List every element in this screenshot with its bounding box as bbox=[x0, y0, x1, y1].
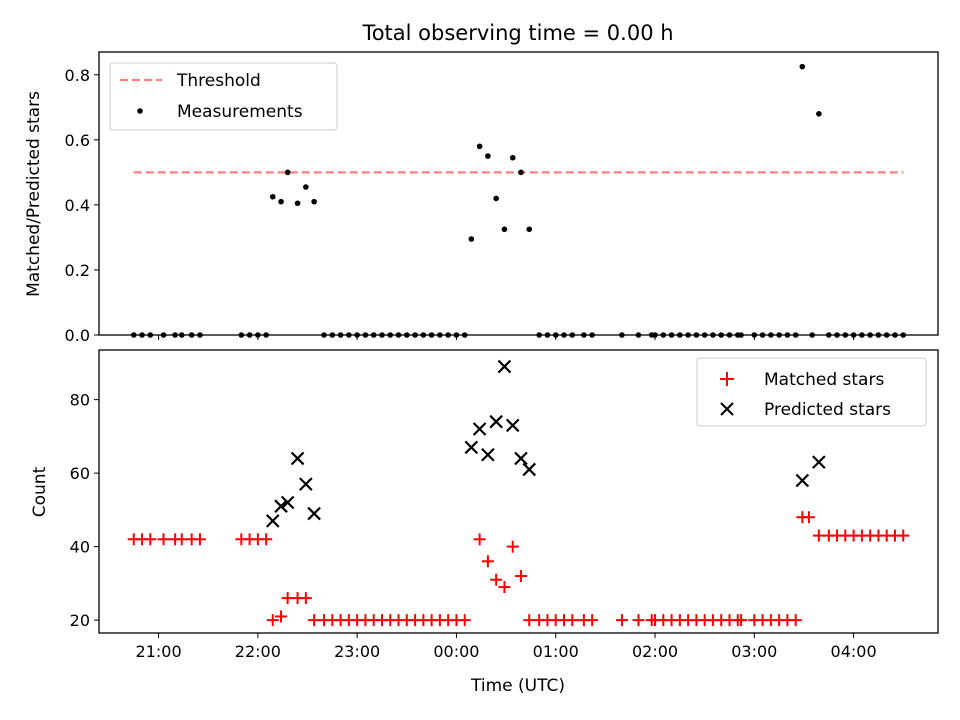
bottom-x-tick-label: 00:00 bbox=[433, 642, 479, 661]
bottom-x-tick-label: 03:00 bbox=[731, 642, 777, 661]
top-y-ticks: 0.0 0.2 0.4 0.6 0.8 bbox=[65, 66, 99, 345]
bottom-x-tick-label: 21:00 bbox=[136, 642, 182, 661]
matched-star-point bbox=[473, 533, 486, 546]
bottom-x-tick-label: 22:00 bbox=[235, 642, 281, 661]
bottom-y-tick-label: 20 bbox=[70, 611, 90, 630]
matched-star-point bbox=[266, 614, 279, 627]
legend-predicted-swatch bbox=[720, 402, 734, 416]
top-y-tick-label: 0.4 bbox=[65, 196, 90, 215]
legend-measurements-swatch bbox=[137, 108, 143, 114]
matched-star-point bbox=[299, 592, 312, 605]
legend-matched-label: Matched stars bbox=[764, 370, 884, 390]
predicted-star-point bbox=[472, 422, 487, 436]
measurement-point bbox=[485, 153, 491, 159]
bottom-legend: Matched stars Predicted stars bbox=[696, 357, 927, 427]
legend-threshold-label: Threshold bbox=[176, 71, 261, 91]
top-plot-frame bbox=[98, 51, 939, 336]
bottom-y-tick-label: 60 bbox=[70, 464, 90, 483]
matched-star-point bbox=[506, 540, 519, 553]
predicted-star-point bbox=[795, 473, 810, 488]
matched-star-point bbox=[789, 614, 802, 627]
bottom-x-tick-label: 02:00 bbox=[632, 642, 678, 661]
matched-star-point bbox=[615, 614, 628, 627]
predicted-star-point bbox=[464, 440, 479, 455]
bottom-plot-frame bbox=[98, 349, 939, 634]
matched-star-point bbox=[735, 614, 748, 627]
bottom-x-ticks: 21:00 22:00 23:00 00:00 01:00 02:00 03:00 04:00 bbox=[136, 633, 877, 661]
bottom-y-axis-label: Count bbox=[30, 466, 50, 517]
predicted-star-point bbox=[522, 462, 537, 477]
top-y-tick-label: 0.8 bbox=[65, 66, 90, 85]
predicted-star-point bbox=[307, 506, 321, 521]
predicted-star-point bbox=[497, 359, 512, 374]
measurement-point bbox=[303, 184, 309, 190]
top-legend: Threshold Measurements bbox=[109, 62, 338, 131]
top-legend-box bbox=[109, 62, 338, 131]
measurement-point bbox=[269, 193, 276, 200]
bottom-x-tick-label: 04:00 bbox=[831, 642, 877, 661]
measurement-point bbox=[501, 226, 508, 233]
matched-star-point bbox=[490, 573, 503, 586]
legend-matched-swatch bbox=[720, 372, 734, 386]
measurement-point bbox=[526, 226, 533, 233]
matched-star-point bbox=[498, 581, 511, 594]
matched-star-point bbox=[260, 533, 273, 546]
measurement-point bbox=[476, 143, 483, 150]
matched-star-point bbox=[458, 614, 471, 627]
bottom-legend-box bbox=[696, 357, 927, 427]
predicted-star-point bbox=[489, 414, 503, 429]
bottom-y-ticks: 20 40 60 80 bbox=[70, 391, 99, 630]
matched-star-point bbox=[157, 533, 170, 546]
top-y-tick-label: 0.6 bbox=[65, 131, 90, 150]
legend-predicted-label: Predicted stars bbox=[764, 400, 891, 420]
matched-star-point bbox=[193, 533, 206, 546]
matched-star-point bbox=[586, 614, 599, 627]
matched-star-point bbox=[481, 555, 494, 568]
matched-star-point bbox=[144, 533, 157, 546]
bottom-x-tick-label: 01:00 bbox=[533, 642, 579, 661]
legend-measurements-label: Measurements bbox=[177, 102, 303, 122]
predicted-star-point bbox=[505, 418, 520, 433]
matched-star-point bbox=[514, 570, 527, 583]
bottom-y-tick-label: 40 bbox=[70, 538, 90, 557]
bottom-y-tick-label: 80 bbox=[70, 391, 90, 410]
measurement-point bbox=[294, 200, 301, 207]
top-x-ticks bbox=[158, 335, 855, 340]
bottom-x-axis-label: Time (UTC) bbox=[470, 676, 565, 696]
top-panel: 0.00.20.40.60.8 Matched/Predicted stars … bbox=[24, 51, 939, 345]
predicted-star-point bbox=[299, 477, 313, 491]
top-y-tick-label: 0.2 bbox=[65, 261, 90, 280]
measurement-point bbox=[468, 236, 475, 242]
predicted-star-point bbox=[280, 495, 295, 510]
bottom-x-tick-label: 23:00 bbox=[334, 642, 380, 661]
predicted-star-point bbox=[812, 455, 826, 469]
matched-star-point bbox=[632, 614, 645, 627]
figure-title: Total observing time = 0.00 h bbox=[361, 21, 673, 45]
measurement-point bbox=[518, 169, 524, 176]
measurement-point bbox=[311, 198, 317, 205]
predicted-star-point bbox=[274, 499, 288, 513]
measurement-point bbox=[493, 195, 499, 202]
matched-star-point bbox=[275, 610, 288, 623]
predicted-star-point bbox=[290, 451, 305, 466]
matched-star-point bbox=[566, 614, 579, 627]
bottom-panel: 20 40 60 80 21:00 22:00 23:00 00:00 01:00 02:00 0… bbox=[30, 349, 939, 696]
measurement-point bbox=[816, 111, 822, 117]
measurement-point bbox=[278, 198, 284, 205]
bottom-points bbox=[127, 359, 910, 627]
predicted-star-point bbox=[265, 514, 280, 528]
measurement-point bbox=[284, 169, 291, 176]
matched-star-point bbox=[897, 529, 910, 542]
measurement-point bbox=[799, 63, 806, 70]
predicted-star-point bbox=[481, 447, 495, 462]
top-y-tick-label: 0.0 bbox=[65, 326, 90, 345]
top-y-axis-label: Matched/Predicted stars bbox=[24, 91, 44, 297]
measurement-point bbox=[509, 154, 516, 161]
predicted-star-point bbox=[514, 451, 528, 466]
matched-star-point bbox=[802, 511, 815, 524]
